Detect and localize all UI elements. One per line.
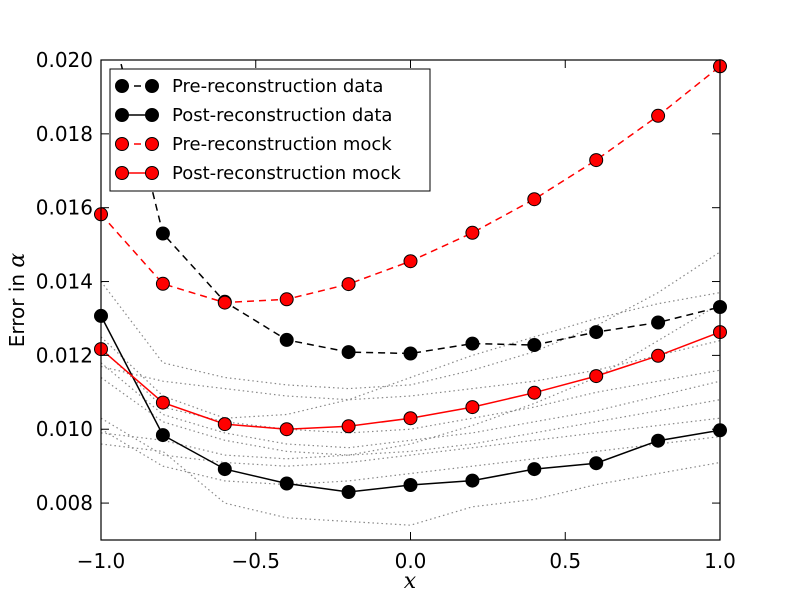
series-4-point-8 (527, 385, 542, 400)
legend-label-1: Pre-reconstruction data (172, 76, 383, 97)
series-2-point-8 (527, 462, 542, 477)
series-3-point-4 (279, 292, 294, 307)
series-2-point-3 (217, 462, 232, 477)
series-1-point-9 (589, 325, 604, 340)
series-3-point-3 (217, 295, 232, 310)
y-tick-label: 0.010 (36, 417, 93, 441)
series-2-point-7 (465, 473, 480, 488)
axis-ticks: −1.0 −0.5 0.0 0.5 1.0 0.008 0.010 0.012 0.014 0.0… (36, 48, 736, 573)
legend-label-3: Pre-reconstruction mock (172, 134, 392, 155)
background-mock-lines (101, 251, 720, 526)
y-tick-label: 0.016 (36, 196, 93, 220)
x-tick-label: −0.5 (231, 549, 280, 573)
legend-marker-2-2 (145, 108, 159, 122)
series-2-point-5 (341, 485, 356, 499)
legend-box (109, 68, 431, 192)
series-2-point-9 (589, 456, 604, 471)
series-3-point-7 (465, 225, 480, 240)
series-3-point-6 (403, 254, 418, 269)
legend-marker-2-1 (115, 108, 129, 122)
background-mock-line-2 (101, 292, 720, 419)
series-2-point-6 (403, 478, 418, 492)
legend-marker-3-1 (115, 137, 129, 151)
series-1-point-6 (403, 346, 418, 361)
series-4-point-4 (279, 422, 294, 437)
series-1-point-5 (341, 345, 356, 360)
legend-marker-4-2 (145, 166, 159, 180)
background-mock-line-5 (101, 377, 720, 456)
legend-label-2: Post-reconstruction data (172, 105, 392, 126)
y-axis-label-symbol: α (5, 253, 30, 268)
series-4-point-5 (341, 419, 356, 434)
legend-marker-4-1 (115, 166, 129, 180)
series-line-1 (119, 60, 720, 355)
x-tick-label: 0.0 (395, 549, 427, 573)
series-3-point-8 (527, 192, 542, 207)
series-4-point-7 (465, 400, 480, 415)
series-4-point-2 (155, 395, 170, 410)
y-axis-label: Error in α (5, 253, 30, 348)
series-markers (94, 59, 727, 499)
background-mock-line-6 (101, 417, 720, 467)
series-4-point-6 (403, 411, 418, 426)
legend-marker-1-2 (145, 79, 159, 93)
series-2-point-4 (279, 476, 294, 491)
x-tick-label: −1.0 (77, 549, 126, 573)
series-1-point-7 (465, 336, 480, 351)
series-3-point-10 (651, 108, 666, 123)
x-tick-label: 0.5 (549, 549, 581, 573)
series-3-point-2 (155, 276, 170, 291)
y-tick-label: 0.020 (36, 48, 93, 72)
legend-marker-1-1 (115, 79, 129, 93)
x-axis-label: x (404, 569, 417, 594)
legend-marker-3-2 (145, 137, 159, 151)
series-4-point-10 (651, 348, 666, 363)
series-1-point-8 (527, 338, 542, 352)
y-axis-label-prefix: Error in (5, 268, 29, 348)
background-mock-line-10 (101, 251, 720, 390)
y-tick-label: 0.008 (36, 491, 93, 515)
series-4-point-3 (217, 417, 232, 432)
series-2-point-10 (651, 433, 666, 448)
series-1-point-4 (279, 332, 294, 347)
y-tick-label: 0.012 (36, 343, 93, 367)
series-3-point-9 (589, 153, 604, 168)
background-mock-line-9 (101, 303, 720, 460)
series-2-point-2 (155, 428, 170, 443)
series-1-point-2 (155, 226, 170, 241)
background-mock-line-3 (101, 347, 720, 434)
x-tick-label: 1.0 (704, 549, 736, 573)
series-3-point-5 (341, 277, 356, 292)
series-1-point-10 (651, 315, 666, 330)
legend-label-4: Post-reconstruction mock (172, 163, 401, 184)
y-tick-label: 0.018 (36, 122, 93, 146)
legend: Pre-reconstruction data Post-reconstructi… (109, 68, 431, 192)
y-tick-label: 0.014 (36, 270, 93, 294)
series-4-point-9 (589, 369, 604, 384)
